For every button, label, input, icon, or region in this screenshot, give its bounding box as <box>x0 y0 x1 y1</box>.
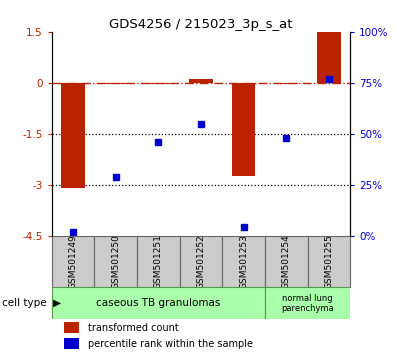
Text: GSM501255: GSM501255 <box>324 234 334 289</box>
Text: GSM501253: GSM501253 <box>239 234 248 289</box>
Text: normal lung
parenchyma: normal lung parenchyma <box>281 293 334 313</box>
Title: GDS4256 / 215023_3p_s_at: GDS4256 / 215023_3p_s_at <box>109 18 293 31</box>
Bar <box>52 287 265 319</box>
Text: GSM501249: GSM501249 <box>68 234 78 289</box>
Bar <box>179 236 222 287</box>
Text: transformed count: transformed count <box>88 323 178 333</box>
Text: GSM501251: GSM501251 <box>154 234 163 289</box>
Text: percentile rank within the sample: percentile rank within the sample <box>88 338 253 349</box>
Bar <box>232 83 256 176</box>
Bar <box>222 236 265 287</box>
Text: caseous TB granulomas: caseous TB granulomas <box>96 298 220 308</box>
Bar <box>308 236 350 287</box>
Bar <box>94 236 137 287</box>
Text: GSM501252: GSM501252 <box>197 234 205 289</box>
Bar <box>104 83 127 85</box>
Bar <box>265 287 350 319</box>
Text: GSM501250: GSM501250 <box>111 234 120 289</box>
Bar <box>317 32 341 83</box>
Bar <box>137 236 179 287</box>
Bar <box>64 338 79 349</box>
Bar <box>146 83 170 85</box>
Bar <box>61 83 85 188</box>
Bar <box>265 236 308 287</box>
Bar <box>64 322 79 333</box>
Bar <box>189 79 213 83</box>
Bar <box>275 83 298 85</box>
Text: GSM501254: GSM501254 <box>282 234 291 289</box>
Bar <box>52 236 94 287</box>
Text: cell type  ▶: cell type ▶ <box>2 298 61 308</box>
